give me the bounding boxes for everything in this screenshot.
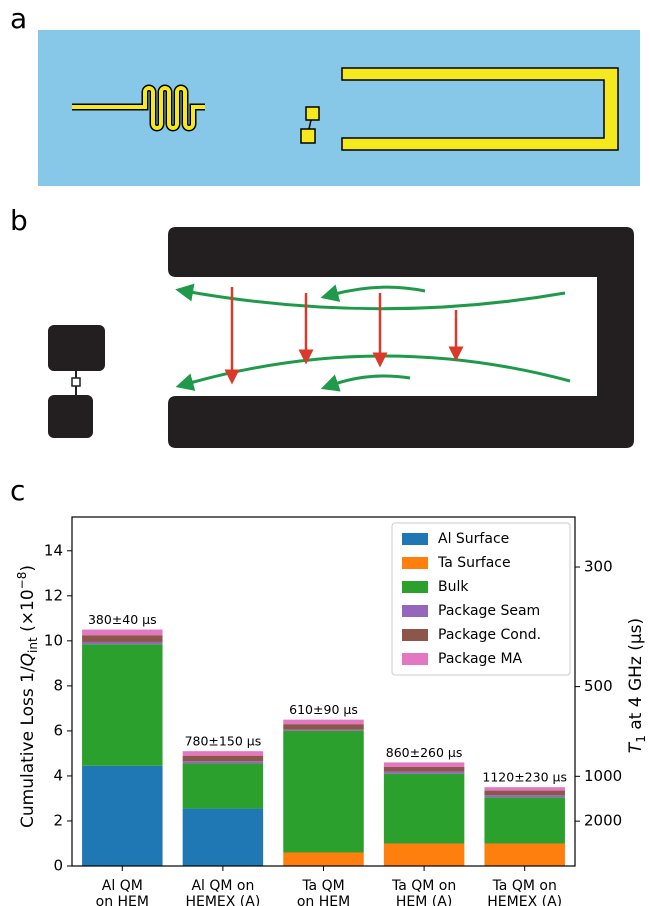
legend-label: Al Surface	[438, 531, 509, 547]
bar-segment	[383, 762, 465, 767]
legend-label: Package MA	[438, 651, 523, 667]
legend-label: Ta Surface	[437, 555, 511, 571]
x-tick-label: Ta QM on HEM (A)	[391, 878, 456, 906]
label-part: int	[26, 637, 40, 653]
junction	[308, 119, 312, 130]
bar-segment	[283, 852, 364, 866]
bar-label: 780±150 μs	[185, 734, 262, 749]
field-arrow	[320, 284, 426, 302]
x-tick-label: Ta QM on HEMEX (A)	[487, 878, 562, 906]
label-part: )	[18, 565, 38, 572]
bar-segment	[182, 808, 264, 866]
bar-segment	[283, 730, 364, 853]
legend-swatch	[402, 629, 428, 641]
bar-segment	[484, 843, 565, 866]
label-part: −8	[15, 572, 29, 590]
bar-segment	[283, 719, 364, 725]
legend-swatch	[402, 533, 428, 545]
y-tick-label: 4	[53, 766, 63, 784]
y2-axis-label: T1 at 4 GHz (μs)	[626, 618, 648, 753]
plot-frame	[71, 516, 576, 867]
bar-segment	[182, 761, 264, 764]
bar-segment	[182, 763, 264, 809]
y-axis-label: Cumulative Loss 1/Qint (×10−8)	[15, 565, 40, 828]
pad	[300, 128, 316, 144]
bar-segment	[283, 724, 364, 730]
field-arrow	[175, 354, 571, 391]
bar-segment	[283, 729, 364, 731]
y-tick-label: 10	[44, 631, 63, 649]
legend-label: Package Cond.	[438, 627, 541, 643]
bar-segment	[182, 755, 264, 762]
bar-segment	[82, 635, 163, 642]
legend-box	[391, 522, 571, 676]
label-part: T	[626, 741, 646, 753]
bar-segment	[383, 766, 465, 772]
bar-label: 610±90 μs	[289, 702, 358, 717]
y2-tick-label: 1000	[584, 767, 622, 785]
bar-label: 860±260 μs	[386, 745, 463, 760]
panel-b	[48, 227, 634, 448]
legend-label: Package Seam	[438, 603, 540, 619]
x-tick-label: Al QM on HEM	[96, 878, 149, 906]
pad	[305, 106, 320, 121]
y-tick-label: 8	[53, 676, 63, 694]
field-arrow	[175, 283, 566, 311]
y-tick-label: 14	[44, 541, 63, 559]
label-part: at 4 GHz (μs)	[626, 618, 646, 735]
resonator	[168, 227, 634, 448]
bar-segment	[383, 771, 465, 774]
bar-segment	[82, 644, 163, 766]
legend-swatch	[402, 653, 428, 665]
y-tick-label: 0	[53, 857, 63, 875]
label-part: (×10	[18, 589, 38, 637]
bar-segment	[484, 795, 565, 798]
legend-swatch	[402, 605, 428, 617]
field-arrow	[320, 374, 411, 392]
bar-segment	[383, 773, 465, 844]
label-part: Cumulative Loss 1/	[18, 666, 38, 828]
label-part: 1	[634, 735, 648, 743]
bar-segment	[484, 790, 565, 796]
bar-segment	[82, 629, 163, 636]
label-part: Q	[18, 653, 38, 666]
y-tick-label: 12	[44, 586, 63, 604]
y2-tick-label: 2000	[584, 812, 622, 830]
x-tick-label: Ta QM on HEM	[297, 878, 350, 906]
bar-segment	[484, 797, 565, 844]
y-tick-label: 6	[53, 721, 63, 739]
panel-label: b	[10, 204, 28, 237]
chart: 380±40 μs Al QM on HEM 780±150 μs Al QM on HE…	[15, 516, 648, 906]
bar-segment	[182, 751, 264, 756]
panel-label: c	[10, 474, 25, 507]
legend-swatch	[402, 557, 428, 569]
x-tick-label: Al QM on HEMEX (A)	[185, 878, 260, 906]
panel-a	[38, 30, 640, 186]
bar-segment	[383, 843, 465, 866]
y-tick-label: 2	[53, 811, 63, 829]
pad	[48, 395, 93, 438]
bar-segment	[82, 641, 163, 645]
bar-label: 380±40 μs	[88, 612, 157, 627]
bar-segment	[484, 787, 565, 791]
resonator	[341, 67, 619, 151]
legend-label: Bulk	[438, 579, 469, 595]
bar-segment	[82, 765, 163, 866]
pad	[48, 325, 105, 371]
bar-label: 1120±230 μs	[482, 770, 567, 785]
junction	[71, 377, 81, 387]
legend-swatch	[402, 581, 428, 593]
y2-tick-label: 300	[584, 558, 613, 576]
inductor	[72, 86, 205, 130]
panel-label: a	[10, 2, 27, 35]
y2-tick-label: 500	[584, 677, 613, 695]
